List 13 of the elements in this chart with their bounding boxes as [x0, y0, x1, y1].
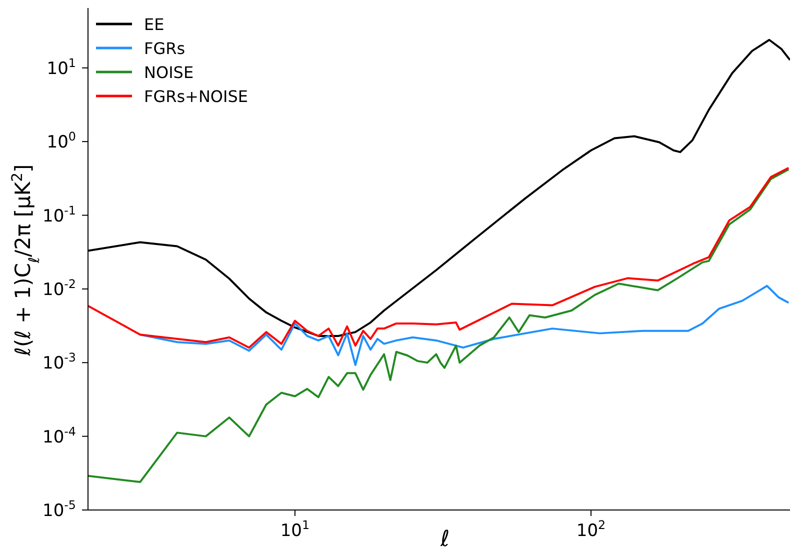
x-axis-title: ℓ [439, 527, 450, 552]
y-tick-label: 10$^{-2}$ [42, 276, 76, 300]
y-tick-label: 10$^{1}$ [46, 56, 76, 79]
y-tick-label: 10$^{-3}$ [42, 350, 76, 374]
legend-label: NOISE [144, 62, 194, 82]
x-tick-label: 10$^{2}$ [576, 518, 606, 541]
y-tick-label: 10$^{-5}$ [42, 498, 76, 521]
y-tick-label: 10$^{0}$ [46, 130, 76, 153]
legend-label: EE [144, 14, 164, 34]
y-tick-label: 10$^{-4}$ [42, 424, 76, 448]
legend-label: FGRs [144, 38, 186, 58]
legend-label: FGRs+NOISE [144, 86, 248, 106]
y-tick-label: 10$^{-1}$ [42, 203, 76, 226]
